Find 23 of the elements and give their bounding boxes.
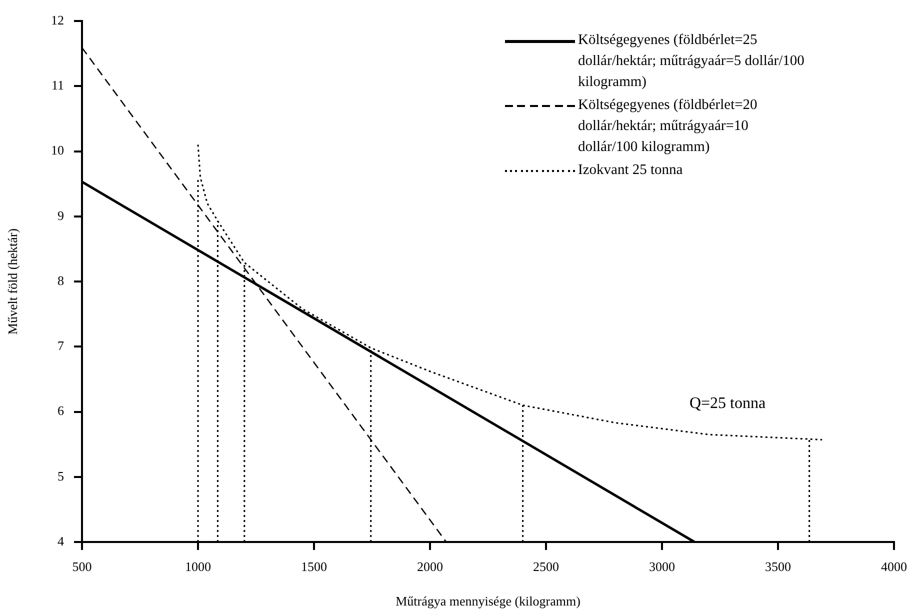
x-tick-label: 2500	[533, 559, 559, 574]
x-tick-label: 3500	[765, 559, 791, 574]
y-tick-label: 4	[58, 533, 64, 548]
y-tick-label: 6	[58, 403, 64, 418]
y-tick-label: 7	[58, 338, 64, 354]
x-tick-label: 3000	[649, 559, 675, 574]
y-tick-label: 11	[51, 78, 64, 93]
y-axis-title: Művelt föld (hektár)	[5, 228, 20, 335]
y-tick-label: 5	[58, 468, 64, 484]
y-tick-label: 9	[58, 208, 64, 223]
x-tick-label: 2000	[417, 559, 443, 574]
x-tick-label: 1000	[185, 559, 211, 574]
y-tick-label: 12	[51, 12, 64, 28]
legend-label: Költségegyenes (földbérlet=20 dollár/hektár; műtrágyaár=10 dollár/100 kilogramm)	[578, 96, 758, 157]
legend-label: Költségegyenes (földbérlet=25 dollár/hektár; műtrágyaár=5 dollár/100 kilogramm)	[578, 31, 806, 92]
x-tick-label: 500	[72, 559, 92, 574]
x-axis-title: Műtrágya mennyisége (kilogramm)	[396, 594, 580, 609]
annotation: Q=25 tonna	[689, 395, 766, 412]
x-tick-label: 1500	[301, 559, 327, 574]
y-tick-label: 8	[58, 272, 64, 288]
y-tick-label: 10	[51, 142, 64, 158]
legend-label: Izokvant 25 tonna	[578, 161, 684, 180]
x-tick-label: 4000	[881, 559, 907, 574]
